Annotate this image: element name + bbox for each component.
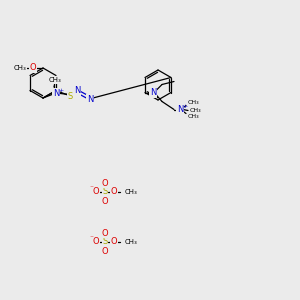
Text: CH₃: CH₃ [187,114,199,119]
Text: N: N [150,88,156,97]
Text: O: O [102,196,108,206]
Text: N: N [177,105,183,114]
Text: O: O [102,178,108,188]
Text: O: O [111,188,117,196]
Text: +: + [182,104,188,109]
Text: N: N [53,88,59,98]
Text: S: S [102,188,108,196]
Text: S: S [68,92,73,101]
Text: S: S [102,238,108,247]
Text: CH₃: CH₃ [189,108,201,113]
Text: CH₃: CH₃ [187,100,199,105]
Text: O: O [30,64,36,73]
Text: CH₃: CH₃ [49,77,62,83]
Text: +: + [58,88,64,92]
Text: O: O [102,247,108,256]
Text: CH₃: CH₃ [125,239,138,245]
Text: ⁻: ⁻ [89,184,93,193]
Text: O: O [93,238,99,247]
Text: O: O [93,188,99,196]
Text: ⁻: ⁻ [89,233,93,242]
Text: CH₃: CH₃ [125,189,138,195]
Text: O: O [111,238,117,247]
Text: CH₃: CH₃ [14,65,26,71]
Text: N: N [74,86,80,95]
Text: N: N [87,95,93,104]
Text: O: O [102,229,108,238]
